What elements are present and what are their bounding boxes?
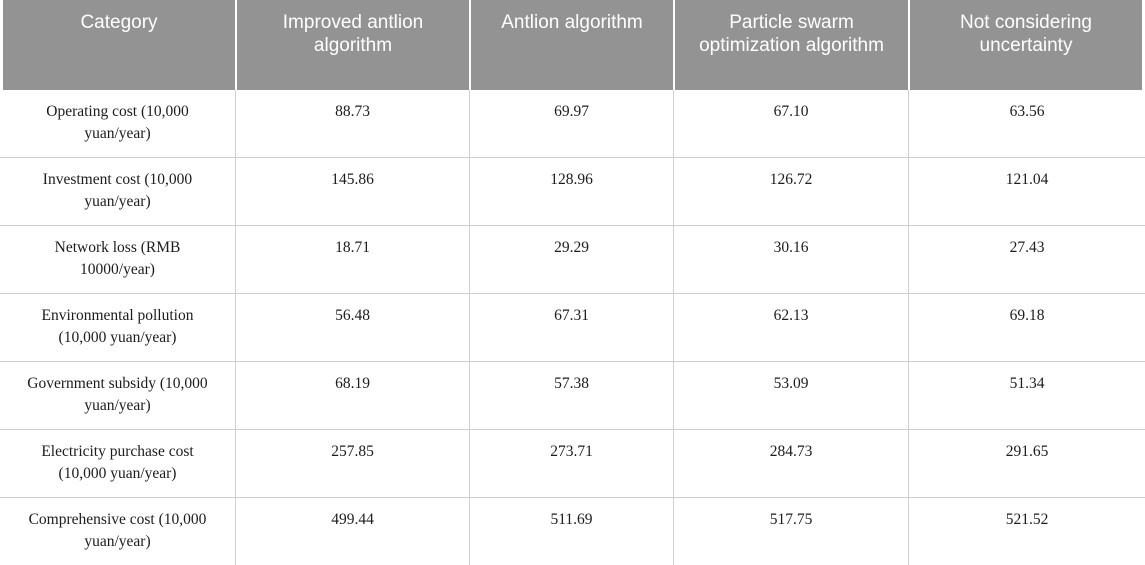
cell-value: 56.48	[236, 294, 470, 361]
row-label: Network loss (RMB 10000/year)	[0, 226, 236, 293]
cell-value: 53.09	[674, 362, 909, 429]
table-row-environmental-pollution: Environmental pollution (10,000 yuan/yea…	[0, 294, 1145, 362]
cell-value: 517.75	[674, 498, 909, 565]
cell-value: 69.97	[470, 90, 674, 157]
cell-value: 521.52	[1005, 511, 1049, 528]
column-header-antlion: Antlion algorithm	[471, 0, 673, 90]
table-header-row: Category Improved antlion algorithm Antl…	[0, 0, 1145, 90]
cell-value: 18.71	[236, 226, 470, 293]
cell-value: 30.16	[674, 226, 909, 293]
table-row-operating-cost: Operating cost (10,000 yuan/year) 88.73 …	[0, 90, 1145, 158]
cell-value: 126.72	[674, 158, 909, 225]
row-label: Environmental pollution (10,000 yuan/yea…	[0, 294, 236, 361]
row-label: Operating cost (10,000 yuan/year)	[0, 90, 236, 157]
cell-value: 291.65	[1005, 443, 1049, 460]
column-header-particle-swarm: Particle swarm optimization algorithm	[675, 0, 908, 90]
cell-value: 128.96	[470, 158, 674, 225]
cell-value: 63.56	[1009, 103, 1045, 120]
cell-value: 62.13	[674, 294, 909, 361]
cell-value: 121.04	[1005, 171, 1049, 188]
row-label: Comprehensive cost (10,000 yuan/year)	[0, 498, 236, 565]
table-body: Operating cost (10,000 yuan/year) 88.73 …	[0, 90, 1145, 565]
table-row-investment-cost: Investment cost (10,000 yuan/year) 145.8…	[0, 158, 1145, 226]
cell-value: 69.18	[1009, 307, 1045, 324]
table-row-comprehensive-cost: Comprehensive cost (10,000 yuan/year) 49…	[0, 498, 1145, 565]
row-label: Electricity purchase cost (10,000 yuan/y…	[0, 430, 236, 497]
cell-value: 51.34	[1009, 375, 1045, 392]
cell-value: 284.73	[674, 430, 909, 497]
table-row-electricity-purchase-cost: Electricity purchase cost (10,000 yuan/y…	[0, 430, 1145, 498]
table-row-government-subsidy: Government subsidy (10,000 yuan/year) 68…	[0, 362, 1145, 430]
table-row-network-loss: Network loss (RMB 10000/year) 18.71 29.2…	[0, 226, 1145, 294]
cell-value: 88.73	[236, 90, 470, 157]
cell-value: 67.10	[674, 90, 909, 157]
cell-value: 67.31	[470, 294, 674, 361]
column-header-no-uncertainty: Not considering uncertainty	[910, 0, 1142, 90]
cell-value: 57.38	[470, 362, 674, 429]
cell-value: 27.43	[1009, 239, 1045, 256]
column-header-category: Category	[3, 0, 235, 90]
column-header-improved-antlion: Improved antlion algorithm	[237, 0, 469, 90]
cell-value: 145.86	[236, 158, 470, 225]
cell-value: 499.44	[236, 498, 470, 565]
cell-value: 273.71	[470, 430, 674, 497]
cell-value: 68.19	[236, 362, 470, 429]
cell-value: 511.69	[470, 498, 674, 565]
cell-value: 29.29	[470, 226, 674, 293]
row-label: Investment cost (10,000 yuan/year)	[0, 158, 236, 225]
cell-value: 257.85	[236, 430, 470, 497]
row-label: Government subsidy (10,000 yuan/year)	[0, 362, 236, 429]
